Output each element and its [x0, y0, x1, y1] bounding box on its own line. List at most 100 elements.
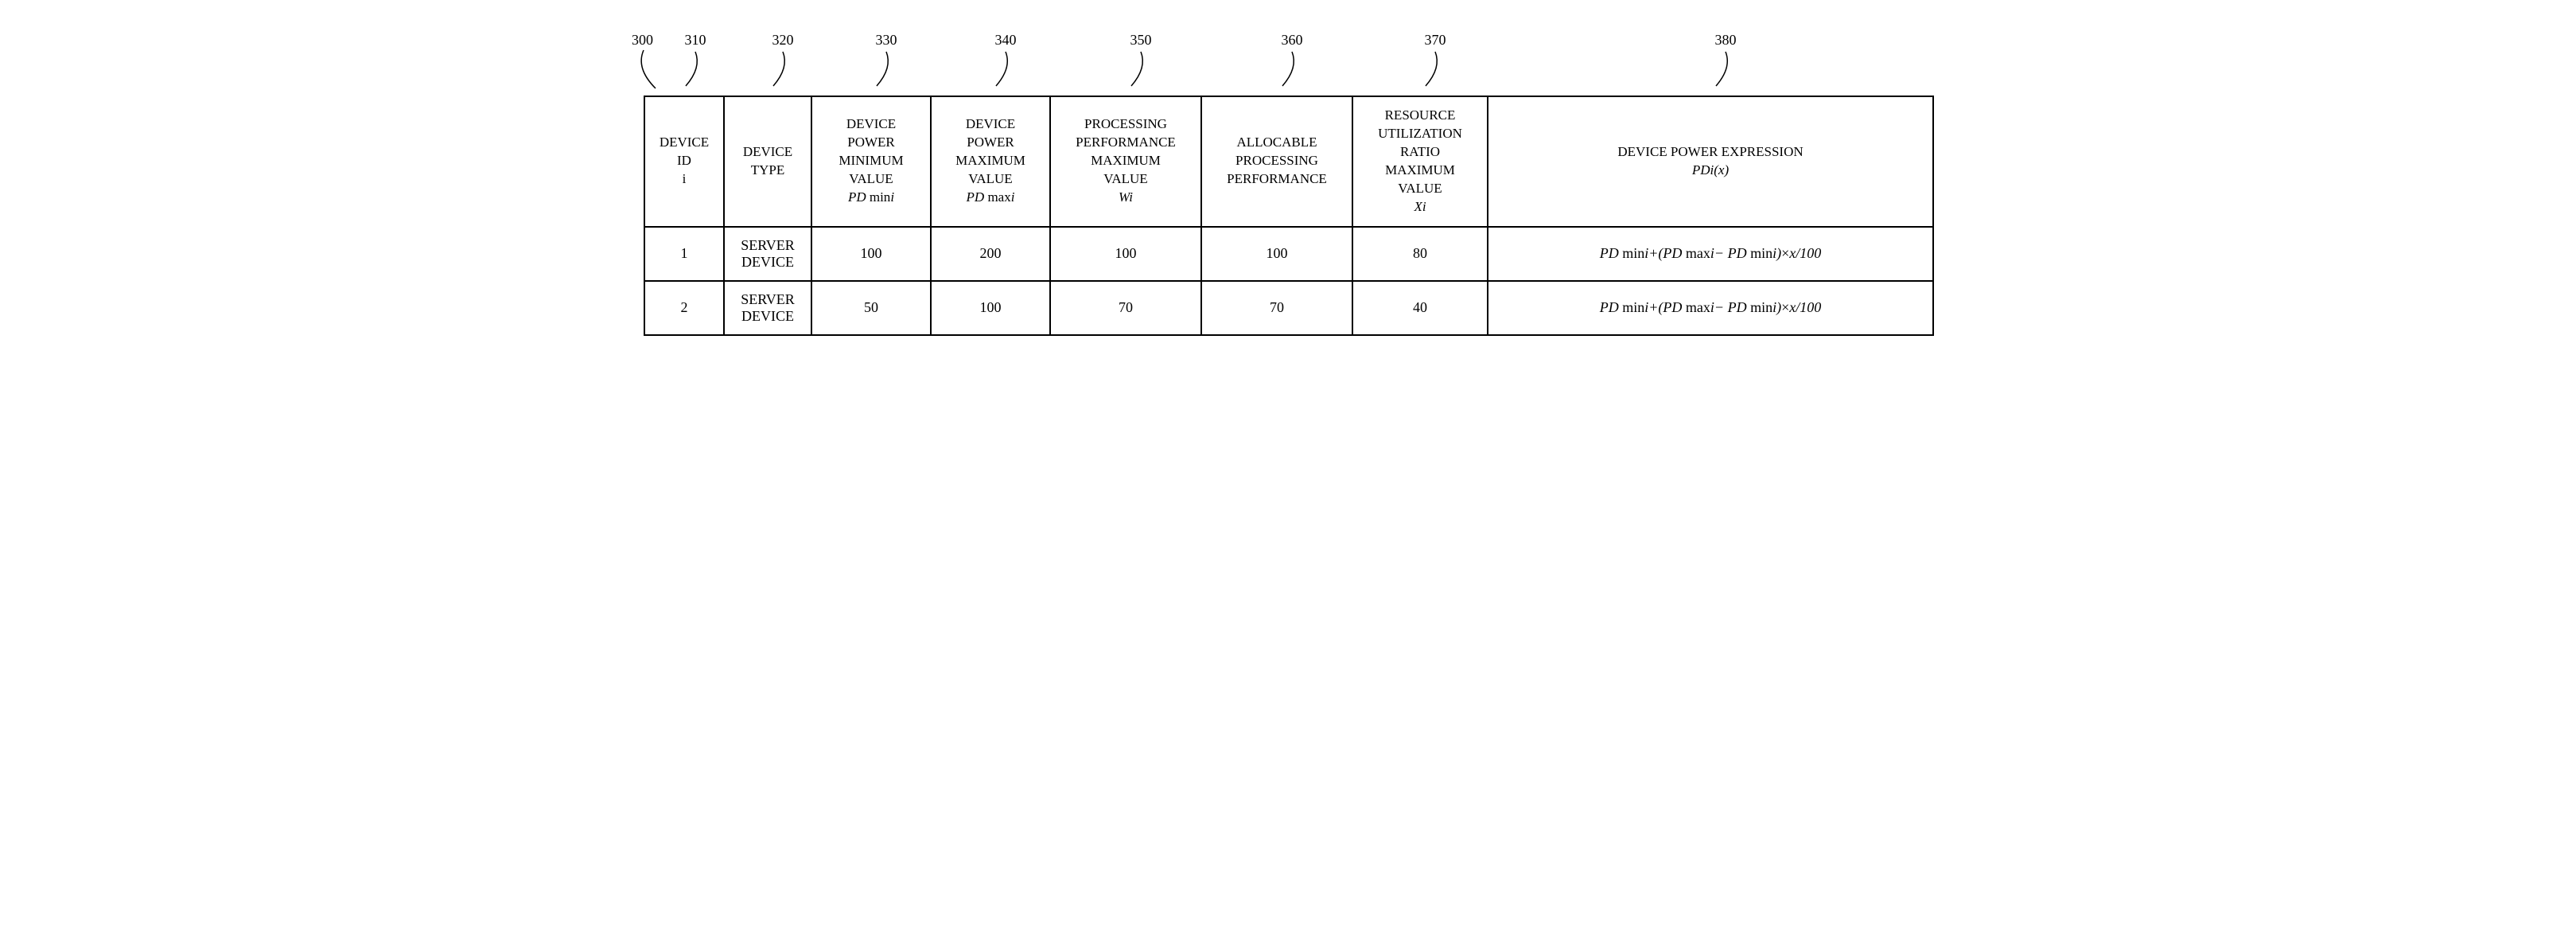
h-sym: PD — [848, 189, 866, 205]
callout-370-label: 370 — [1419, 32, 1451, 49]
cell-text: DEVICE — [741, 308, 794, 324]
cell-xi: 40 — [1352, 281, 1488, 335]
h-text: MAXIMUM — [955, 153, 1025, 168]
h-text: DEVICE — [660, 135, 709, 150]
cell-wi: 70 — [1050, 281, 1201, 335]
cell-type: SERVER DEVICE — [724, 227, 811, 281]
h-text: MAXIMUM — [1091, 153, 1161, 168]
cell-id: 2 — [644, 281, 724, 335]
h-text: RATIO — [1400, 144, 1440, 159]
e: min — [1619, 299, 1645, 315]
callout-380-label: 380 — [1710, 32, 1741, 49]
cell-pdmin: 50 — [811, 281, 931, 335]
e: x/100 — [1789, 245, 1821, 261]
h-text: DEVICE — [743, 144, 792, 159]
h-sym: i — [1422, 199, 1426, 214]
h-text: ALLOCABLE — [1236, 135, 1317, 150]
h-text: DEVICE POWER EXPRESSION — [1617, 144, 1803, 159]
h-text: ID — [677, 153, 691, 168]
e: min — [1747, 245, 1773, 261]
header-device-id: DEVICE ID i — [644, 96, 724, 227]
cell-expr: PD mini+(PD maxi− PD mini)×x/100 — [1488, 281, 1933, 335]
cell-alloc: 100 — [1201, 227, 1352, 281]
cell-text: SERVER — [741, 237, 795, 253]
h-text: VALUE — [1103, 171, 1147, 186]
table-row: 2 SERVER DEVICE 50 100 70 70 40 PD mini+… — [644, 281, 1933, 335]
e: PD — [1728, 245, 1747, 261]
cell-type: SERVER DEVICE — [724, 281, 811, 335]
h-sym: i — [1011, 189, 1015, 205]
cell-alloc: 70 — [1201, 281, 1352, 335]
header-wi: PROCESSING PERFORMANCE MAXIMUM VALUE Wi — [1050, 96, 1201, 227]
h-text: i — [683, 171, 687, 186]
h-text: MINIMUM — [839, 153, 903, 168]
cell-expr: PD mini+(PD maxi− PD mini)×x/100 — [1488, 227, 1933, 281]
e: +( — [1648, 245, 1663, 261]
h-sym: i — [890, 189, 894, 205]
h-text: VALUE — [968, 171, 1012, 186]
e: min — [1619, 245, 1645, 261]
column-callouts: 310 320 330 340 350 360 370 380 — [644, 32, 1932, 96]
callout-360-label: 360 — [1276, 32, 1308, 49]
h-text: PROCESSING — [1235, 153, 1318, 168]
cell-text: SERVER — [741, 291, 795, 307]
cell-id: 1 — [644, 227, 724, 281]
e: − — [1714, 299, 1728, 315]
cell-pdmin: 100 — [811, 227, 931, 281]
h-text: VALUE — [1398, 181, 1442, 196]
header-allocable: ALLOCABLE PROCESSING PERFORMANCE — [1201, 96, 1352, 227]
e: PD — [1600, 299, 1619, 315]
h-sym: i — [1129, 189, 1133, 205]
e: max — [1682, 245, 1710, 261]
e: max — [1682, 299, 1710, 315]
h-text: PERFORMANCE — [1076, 135, 1176, 150]
header-xi: RESOURCE UTILIZATION RATIO MAXIMUM VALUE… — [1352, 96, 1488, 227]
callout-360: 360 — [1276, 32, 1308, 90]
e: × — [1781, 299, 1789, 315]
callout-310-label: 310 — [679, 32, 711, 49]
callout-380: 380 — [1710, 32, 1741, 90]
h-sym: W — [1119, 189, 1129, 205]
h-text: VALUE — [849, 171, 893, 186]
h-sym: X — [1414, 199, 1422, 214]
h-sym: max — [984, 189, 1011, 205]
h-sym: min — [866, 189, 891, 205]
h-text: TYPE — [751, 162, 785, 177]
callout-310: 310 — [679, 32, 711, 90]
header-device-type: DEVICE TYPE — [724, 96, 811, 227]
e: PD — [1663, 299, 1682, 315]
h-sym: PD — [967, 189, 985, 205]
callout-340-label: 340 — [990, 32, 1021, 49]
e: × — [1781, 245, 1789, 261]
callout-320: 320 — [767, 32, 799, 90]
header-expression: DEVICE POWER EXPRESSION PDi(x) — [1488, 96, 1933, 227]
header-pd-min: DEVICE POWER MINIMUM VALUE PD mini — [811, 96, 931, 227]
e: − — [1714, 245, 1728, 261]
table-row: 1 SERVER DEVICE 100 200 100 100 80 PD mi… — [644, 227, 1933, 281]
e: min — [1747, 299, 1773, 315]
cell-text: DEVICE — [741, 254, 794, 270]
e: +( — [1648, 299, 1663, 315]
device-table-diagram: 300 310 320 330 340 350 360 — [644, 32, 1932, 336]
callout-340: 340 — [990, 32, 1021, 90]
header-row: DEVICE ID i DEVICE TYPE DEVICE POWER MIN… — [644, 96, 1933, 227]
device-table: DEVICE ID i DEVICE TYPE DEVICE POWER MIN… — [644, 96, 1934, 336]
h-sym: PD — [1692, 162, 1710, 177]
callout-320-label: 320 — [767, 32, 799, 49]
h-text: DEVICE — [966, 116, 1015, 131]
h-sym: (x) — [1714, 162, 1729, 177]
callout-350: 350 — [1125, 32, 1157, 90]
callout-370: 370 — [1419, 32, 1451, 90]
cell-xi: 80 — [1352, 227, 1488, 281]
h-text: UTILIZATION — [1378, 126, 1462, 141]
callout-330-label: 330 — [870, 32, 902, 49]
callout-330: 330 — [870, 32, 902, 90]
h-text: POWER — [847, 135, 895, 150]
h-text: PERFORMANCE — [1227, 171, 1327, 186]
cell-wi: 100 — [1050, 227, 1201, 281]
h-text: RESOURCE — [1385, 107, 1456, 123]
e: PD — [1728, 299, 1747, 315]
h-text: POWER — [967, 135, 1014, 150]
cell-pdmax: 100 — [931, 281, 1050, 335]
h-text: PROCESSING — [1084, 116, 1167, 131]
